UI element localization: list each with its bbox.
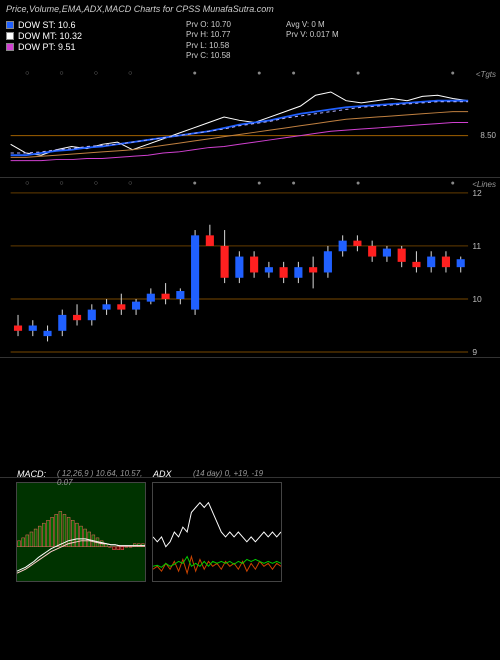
svg-text:12: 12: [472, 189, 482, 198]
macd-indicator: MACD: ( 12,26,9 ) 10.64, 10.57, 0.07: [16, 482, 146, 582]
chart-title: Price,Volume,EMA,ADX,MACD Charts for CPS…: [0, 0, 500, 18]
macd-title: MACD:: [17, 469, 46, 479]
adx-params: (14 day) 0, +19, -19: [193, 469, 263, 478]
ema-ref-price: 8.50: [480, 131, 496, 140]
adx-title: ADX: [153, 469, 172, 479]
legend-item: DOW MT: 10.32: [6, 31, 186, 41]
macd-params: ( 12,26,9 ) 10.64, 10.57, 0.07: [57, 469, 145, 487]
legend-item: DOW ST: 10.6: [6, 20, 186, 30]
svg-text:10: 10: [472, 295, 482, 304]
prev-close: Prv C: 10.58: [186, 51, 286, 61]
svg-text:9: 9: [472, 348, 477, 357]
prev-low: Prv L: 10.58: [186, 41, 286, 51]
volume-pane: [0, 358, 500, 478]
candle-pane-label: <Lines: [472, 180, 496, 189]
legend-group: DOW ST: 10.6DOW MT: 10.32DOW PT: 9.51: [6, 20, 186, 62]
volume-stats: Avg V: 0 M Prv V: 0.017 M: [286, 20, 386, 62]
info-row: DOW ST: 10.6DOW MT: 10.32DOW PT: 9.51 Pr…: [0, 18, 500, 64]
prev-volume: Prv V: 0.017 M: [286, 30, 386, 40]
avg-volume: Avg V: 0 M: [286, 20, 386, 30]
ema-chart-pane: <Tgts ○○○○●●●●● 8.50: [0, 68, 500, 178]
svg-text:11: 11: [472, 242, 481, 251]
ohlc-stats: Prv O: 10.70 Prv H: 10.77 Prv L: 10.58 P…: [186, 20, 286, 62]
legend-item: DOW PT: 9.51: [6, 42, 186, 52]
candlestick-pane: <Lines ○○○○●●●●● 9101112: [0, 178, 500, 358]
adx-indicator: ADX (14 day) 0, +19, -19: [152, 482, 282, 582]
ema-pane-label: <Tgts: [476, 70, 496, 79]
prev-open: Prv O: 10.70: [186, 20, 286, 30]
indicator-row: MACD: ( 12,26,9 ) 10.64, 10.57, 0.07 ADX…: [0, 478, 500, 586]
prev-high: Prv H: 10.77: [186, 30, 286, 40]
